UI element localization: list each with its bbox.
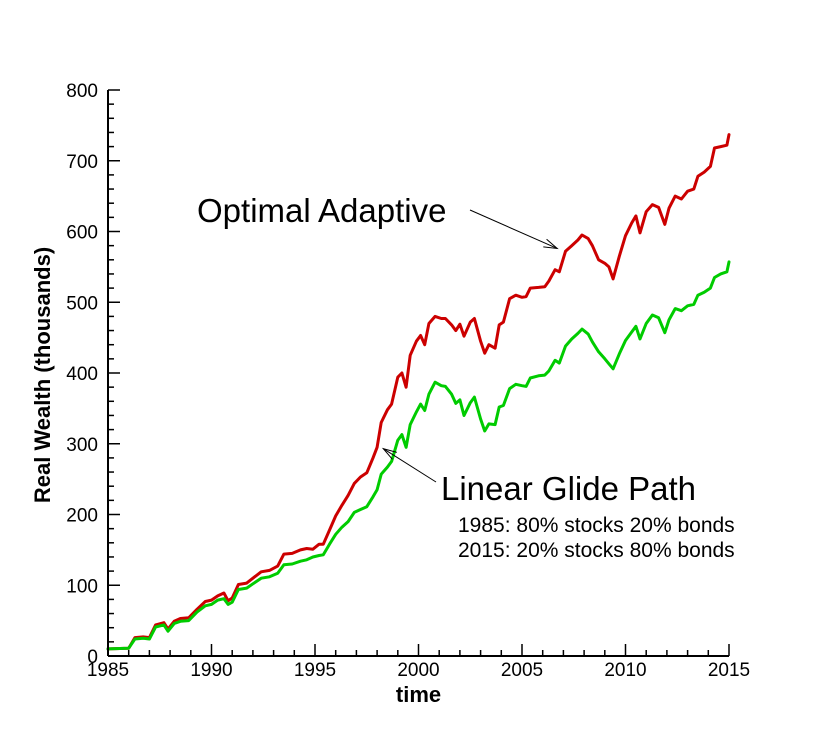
arrow-linear-glide-path bbox=[383, 448, 437, 483]
arrowhead-linear-glide-path bbox=[381, 447, 397, 460]
annotation-linear-glide-path: Linear Glide Path bbox=[441, 470, 696, 507]
series-line-linear-glide-path bbox=[106, 260, 731, 651]
x-tick-label: 1990 bbox=[190, 660, 232, 681]
y-tick-label: 700 bbox=[66, 152, 98, 173]
annotation-1985-allocation: 1985: 80% stocks 20% bonds bbox=[458, 514, 735, 537]
arrowhead-optimal-adaptive bbox=[543, 238, 559, 250]
y-tick-label: 100 bbox=[66, 576, 98, 597]
y-axis-title: Real Wealth (thousands) bbox=[30, 247, 55, 503]
y-tick-label: 200 bbox=[66, 506, 98, 527]
annotations-layer: Optimal Adaptive Linear Glide Path 1985:… bbox=[197, 192, 735, 562]
x-tick-label: 2000 bbox=[397, 660, 439, 681]
x-tick-label: 1985 bbox=[87, 660, 129, 681]
tick-labels-layer: 0 100 200 300 400 500 600 700 800 1985 1990 1995 200… bbox=[66, 81, 750, 681]
x-tick-label: 2005 bbox=[501, 660, 543, 681]
x-tick-label: 2010 bbox=[604, 660, 646, 681]
annotation-2015-allocation: 2015: 20% stocks 80% bonds bbox=[458, 539, 735, 562]
y-tick-label: 500 bbox=[66, 293, 98, 314]
ticks-layer bbox=[107, 89, 730, 657]
x-tick-label: 1995 bbox=[294, 660, 336, 681]
y-tick-label: 400 bbox=[66, 364, 98, 385]
annotation-optimal-adaptive: Optimal Adaptive bbox=[197, 192, 446, 229]
y-tick-label: 0 bbox=[87, 647, 98, 668]
y-tick-label: 300 bbox=[66, 435, 98, 456]
y-tick-label: 600 bbox=[66, 223, 98, 244]
x-tick-label: 2015 bbox=[708, 660, 750, 681]
y-tick-label: 800 bbox=[66, 81, 98, 102]
series-line-optimal-adaptive bbox=[106, 133, 731, 651]
axes-layer bbox=[107, 90, 729, 657]
x-axis-title: time bbox=[396, 682, 441, 707]
arrow-optimal-adaptive bbox=[469, 209, 558, 249]
series-layer bbox=[106, 133, 731, 651]
